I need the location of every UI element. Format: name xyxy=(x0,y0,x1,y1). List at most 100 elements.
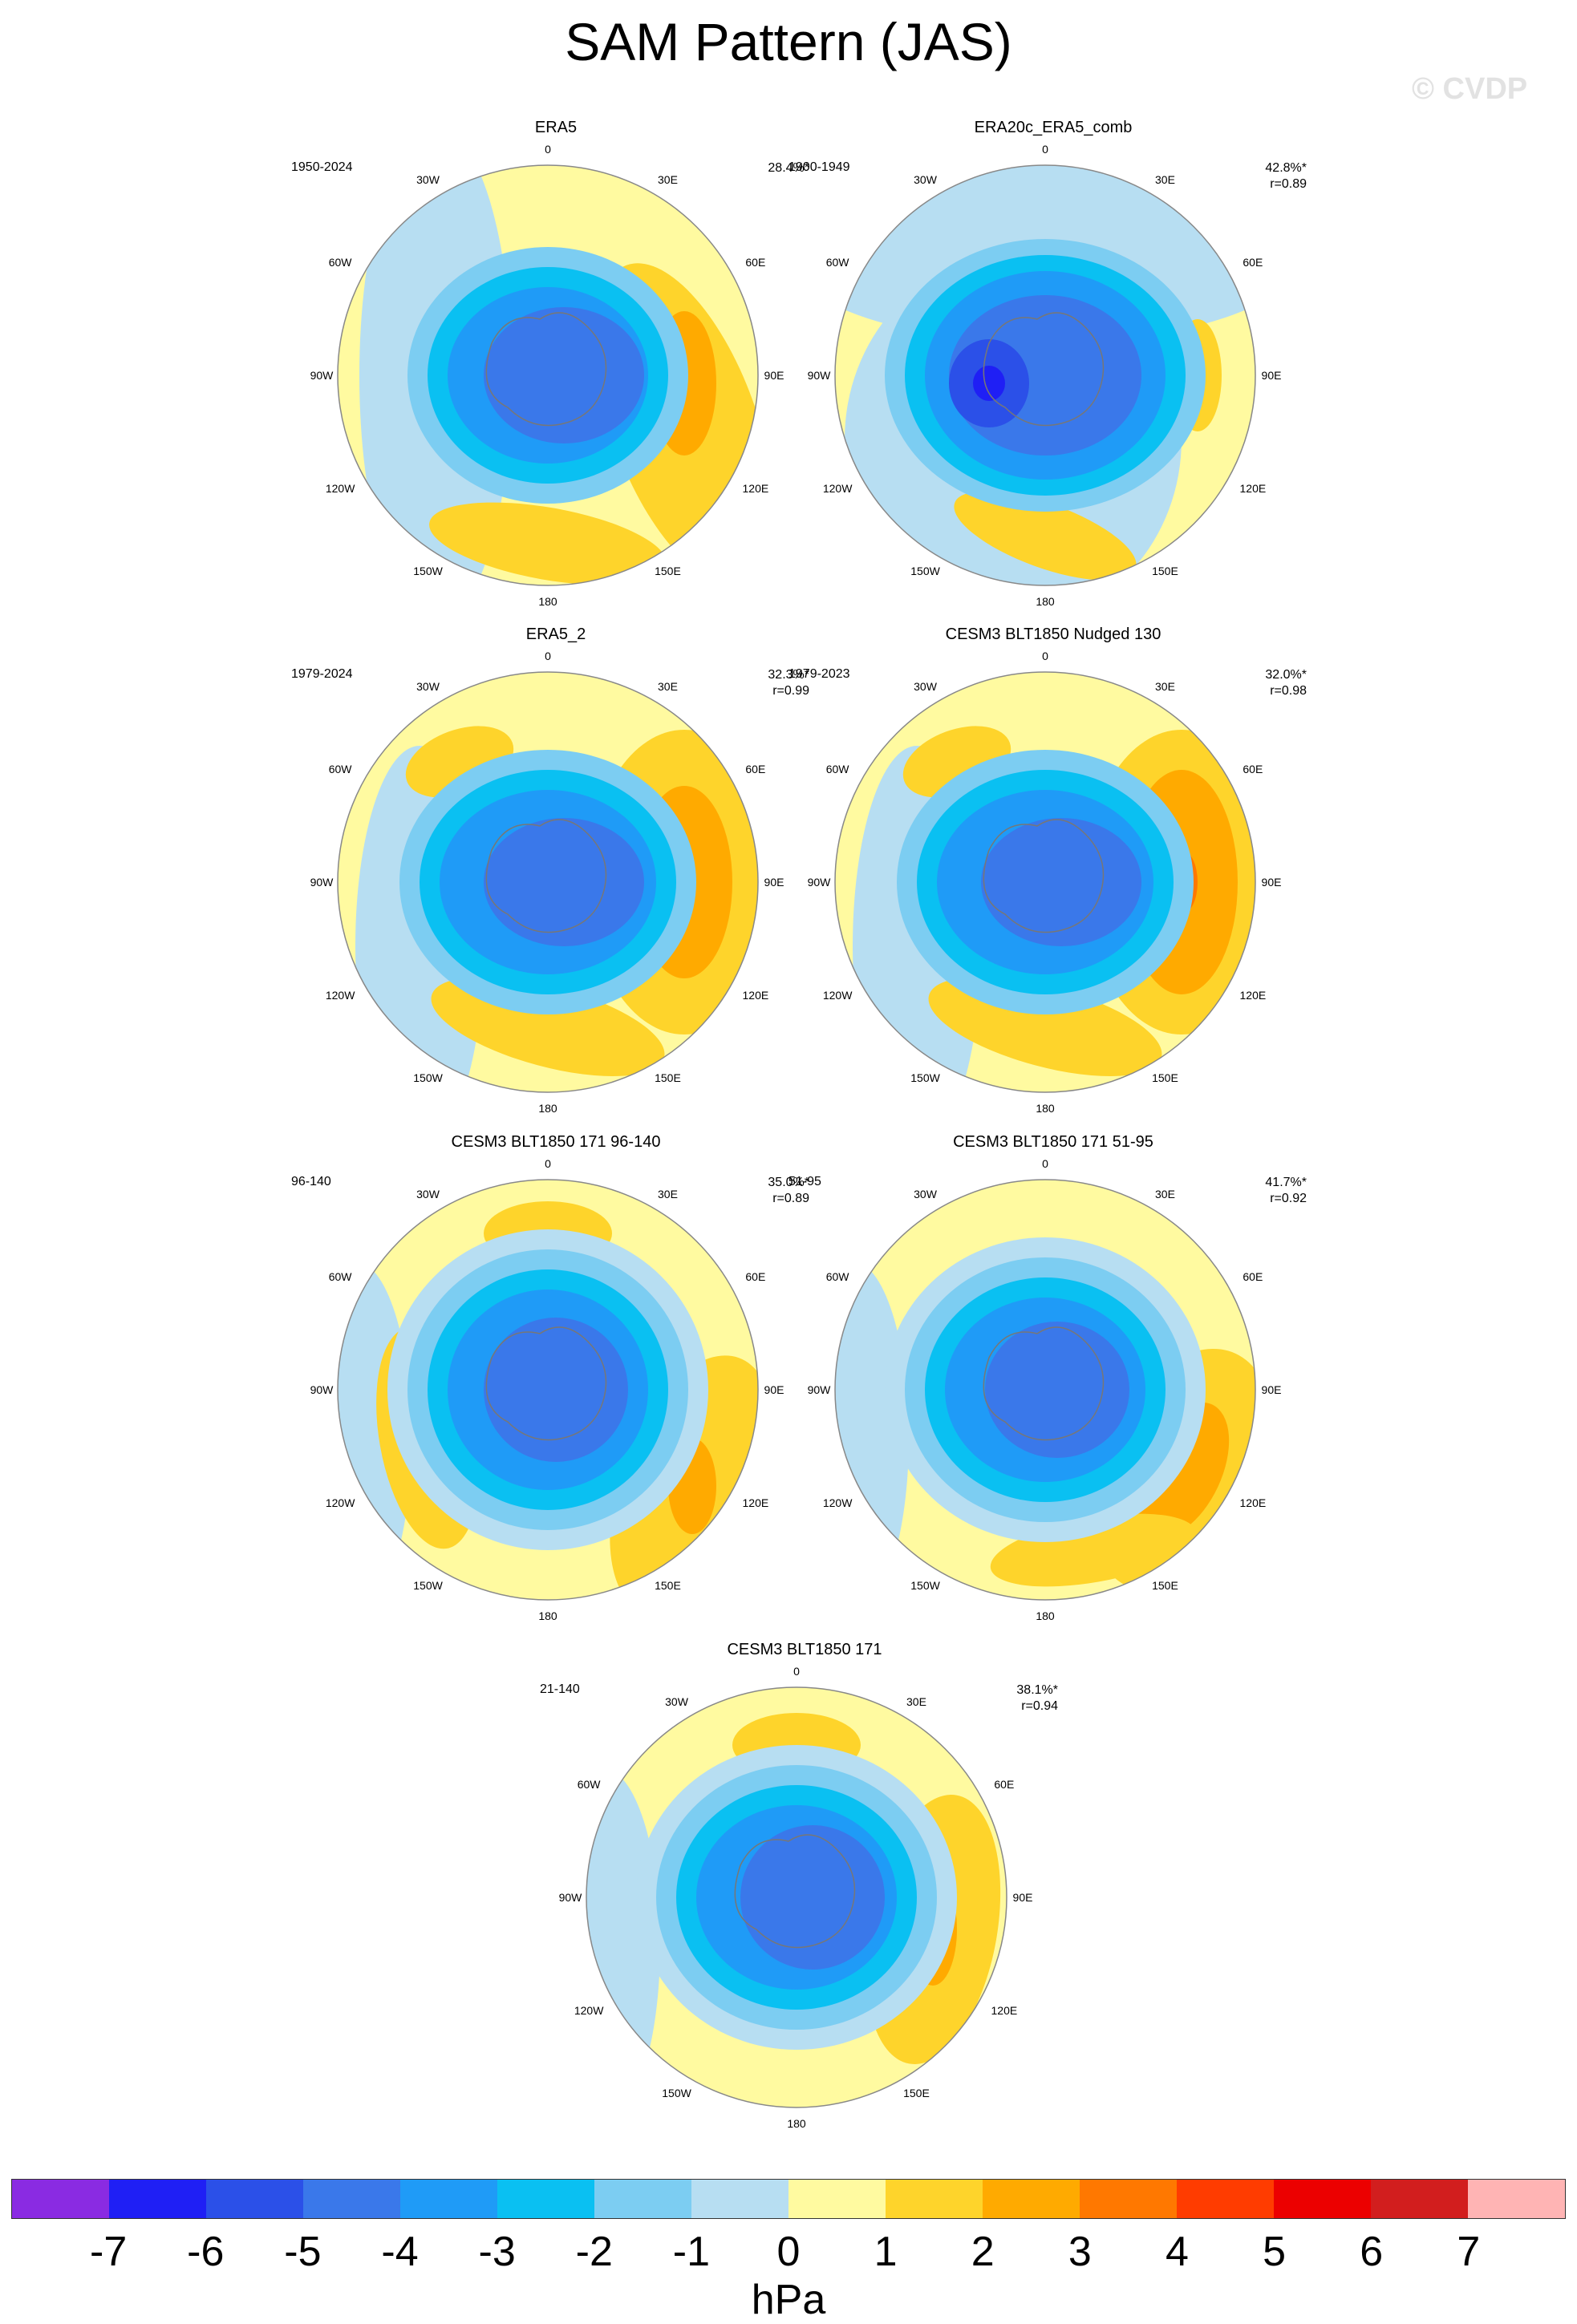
panel-period: 1950-2024 xyxy=(291,160,353,174)
panel-variance: 42.8%* r=0.89 xyxy=(1265,160,1307,192)
lon-label: 180 xyxy=(787,2117,806,2130)
lon-label: 150E xyxy=(655,565,681,578)
lon-label: 180 xyxy=(1036,1609,1055,1622)
antarctica-coastline xyxy=(983,312,1105,427)
contour-region xyxy=(484,818,644,946)
lon-label: 150W xyxy=(413,565,443,578)
lon-label: 30E xyxy=(657,1187,678,1200)
contour-region xyxy=(586,1769,660,2107)
panel-percent: 28.4%* xyxy=(768,161,809,175)
lon-label: 120E xyxy=(742,989,769,1002)
lon-label: 60W xyxy=(328,256,352,269)
colorbar-swatch xyxy=(691,2180,788,2218)
polar-map xyxy=(337,164,759,586)
colorbar-swatch xyxy=(206,2180,303,2218)
panel-period: 1900-1949 xyxy=(788,160,850,174)
colorbar-swatch xyxy=(594,2180,691,2218)
colorbar-swatch xyxy=(12,2180,109,2218)
lon-label: 30E xyxy=(1154,679,1175,693)
lon-label: 90E xyxy=(764,1383,784,1396)
antarctica-coastline xyxy=(485,1326,607,1441)
colorbar-swatch xyxy=(886,2180,983,2218)
map-panel: CESM3 BLT1850 171 51-95 51-95 41.7%* r=0.92… xyxy=(788,1133,1307,1630)
colorbar-tick-label: -1 xyxy=(672,2229,710,2275)
lon-label: 120E xyxy=(742,1496,769,1509)
contour-region xyxy=(973,366,1005,401)
lon-label: 60E xyxy=(745,1270,766,1283)
polar-map xyxy=(337,1179,759,1601)
polar-map xyxy=(586,1686,1007,2108)
panel-period: 1979-2024 xyxy=(291,667,353,681)
lon-label: 150E xyxy=(655,1579,681,1593)
panel-percent: 35.0%* xyxy=(768,1176,809,1189)
panel-title: CESM3 BLT1850 171 96-140 xyxy=(451,1133,661,1151)
lon-label: 30W xyxy=(914,1187,937,1200)
panel-period: 96-140 xyxy=(291,1175,331,1188)
lon-label: 60E xyxy=(1243,763,1263,775)
lon-label: 90W xyxy=(310,1383,334,1396)
lon-label: 90E xyxy=(1261,1383,1282,1396)
lon-label: 180 xyxy=(538,1609,557,1622)
lon-label: 90W xyxy=(558,1891,582,1904)
panel-correlation: r=0.99 xyxy=(772,684,809,698)
lon-label: 150E xyxy=(655,1071,681,1085)
map-boundary xyxy=(337,164,759,586)
lon-label: 90W xyxy=(807,1383,831,1396)
colorbar-tick-label: 5 xyxy=(1263,2229,1287,2275)
antarctica-coastline xyxy=(983,1326,1105,1441)
lon-label: 120W xyxy=(574,2004,604,2017)
lon-label: 60W xyxy=(825,256,849,269)
lon-label: 60E xyxy=(994,1778,1015,1791)
panel-title: ERA5_2 xyxy=(525,626,586,643)
colorbar-units: hPa xyxy=(751,2277,826,2323)
lon-label: 150W xyxy=(910,565,940,578)
lon-label: 180 xyxy=(538,1102,557,1115)
lon-label: 150W xyxy=(662,2087,691,2100)
panel-variance: 32.3%* r=0.99 xyxy=(768,667,809,699)
colorbar-tick-label: -5 xyxy=(284,2229,322,2275)
lon-label: 150E xyxy=(1152,1579,1178,1593)
panel-period: 1979-2023 xyxy=(788,667,850,681)
lon-label: 150E xyxy=(1152,1071,1178,1085)
colorbar-tick-label: 7 xyxy=(1457,2229,1481,2275)
lon-label: 0 xyxy=(1042,143,1048,156)
map-panel: ERA20c_ERA5_comb 1900-1949 42.8%* r=0.89 0 30… xyxy=(788,119,1307,616)
colorbar-swatch xyxy=(303,2180,400,2218)
panel-variance: 38.1%* r=0.94 xyxy=(1016,1682,1058,1715)
lon-label: 120E xyxy=(991,2004,1018,2017)
figure-title: SAM Pattern (JAS) xyxy=(565,12,1012,71)
lon-label: 90E xyxy=(1012,1891,1033,1904)
colorbar-tick-label: 4 xyxy=(1166,2229,1189,2275)
lon-label: 60E xyxy=(1243,256,1263,269)
colorbar-swatch xyxy=(1371,2180,1468,2218)
lon-label: 60W xyxy=(825,763,849,775)
colorbar-tick-label: 6 xyxy=(1360,2229,1384,2275)
map-boundary xyxy=(337,1179,759,1601)
lon-label: 90E xyxy=(1261,876,1282,889)
lon-label: 180 xyxy=(1036,1102,1055,1115)
lon-label: 60E xyxy=(745,256,766,269)
lon-label: 30E xyxy=(1154,172,1175,186)
antarctica-coastline xyxy=(734,1834,856,1949)
lon-label: 0 xyxy=(545,650,551,662)
lon-label: 30W xyxy=(416,1187,440,1200)
contour-region xyxy=(985,1322,1129,1458)
antarctica-coastline xyxy=(485,819,607,933)
map-panel: ERA5_2 1979-2024 32.3%* r=0.99 0 30E 60E 90E 120… xyxy=(291,626,809,1123)
map-boundary xyxy=(337,671,759,1093)
lon-label: 30W xyxy=(416,679,440,693)
panel-percent: 38.1%* xyxy=(1016,1683,1058,1697)
panel-variance: 41.7%* r=0.92 xyxy=(1265,1175,1307,1207)
contour-region xyxy=(484,1318,628,1462)
lon-label: 0 xyxy=(793,1665,800,1678)
lon-label: 180 xyxy=(538,595,557,608)
panel-correlation: r=0.98 xyxy=(1270,684,1307,698)
lon-label: 30W xyxy=(914,172,937,186)
panel-percent: 42.8%* xyxy=(1265,161,1307,175)
colorbar-swatch xyxy=(983,2180,1080,2218)
panel-variance: 32.0%* r=0.98 xyxy=(1265,667,1307,699)
lon-label: 0 xyxy=(545,143,551,156)
lon-label: 150E xyxy=(1152,565,1178,578)
lon-label: 150W xyxy=(413,1071,443,1085)
panel-title: CESM3 BLT1850 Nudged 130 xyxy=(945,626,1161,643)
